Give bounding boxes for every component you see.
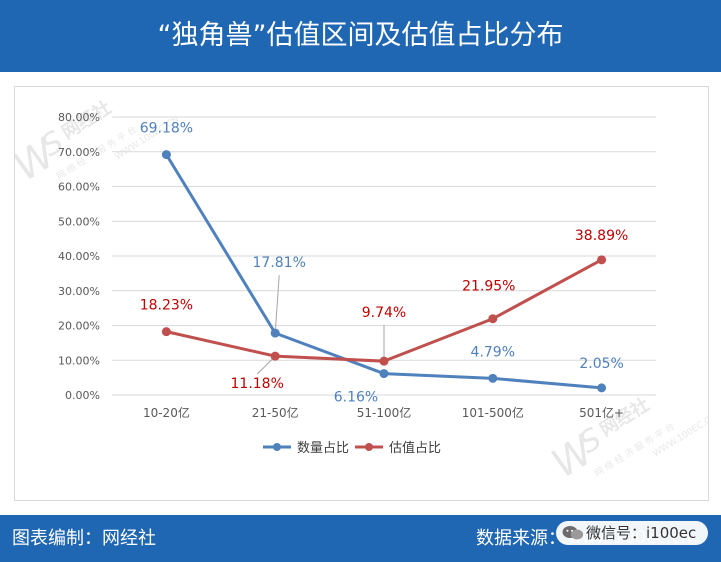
y-tick-label: 60.00% [58,181,100,194]
data-point [161,327,171,337]
data-point [270,328,280,338]
y-tick-label: 20.00% [58,320,100,333]
y-tick-label: 70.00% [58,146,100,159]
data-label: 6.16% [334,390,378,406]
wechat-badge: 微信号：i100ec [556,521,708,545]
data-label: 18.23% [140,298,193,314]
data-label: 4.79% [471,344,515,360]
x-tick-label: 51-100亿 [357,405,412,420]
data-point [161,150,171,160]
leader-line [274,275,280,334]
data-point [597,255,607,265]
data-point [488,314,498,324]
y-tick-label: 80.00% [58,111,100,124]
legend-marker [273,443,281,451]
x-tick-label: 21-50亿 [252,405,299,420]
wechat-id: 微信号：i100ec [586,524,697,542]
data-label: 21.95% [462,279,515,295]
data-point [379,356,389,366]
y-tick-label: 40.00% [58,250,100,263]
legend-label: 估值占比 [389,440,441,456]
series-group [161,150,607,393]
header-bar: “独角兽”估值区间及估值占比分布 [0,0,721,72]
chart-area: W S 网经社 网 络 经 济 服 务 平 台 WWW.100EC.CN W S… [6,86,719,501]
data-point [270,351,280,361]
y-tick-label: 30.00% [58,285,100,298]
chart-credit: 图表编制：网经社 [12,528,156,549]
wechat-icon [562,526,584,540]
line-chart: W S 网经社 网 络 经 济 服 务 平 台 WWW.100EC.CN W S… [6,96,719,487]
data-point [597,383,607,393]
data-label: 9.74% [362,305,406,321]
data-label: 2.05% [579,356,623,372]
y-axis: 0.00% 10.00% 20.00% 30.00% 40.00% 50.00% 60.00… [58,111,100,402]
y-tick-label: 10.00% [58,354,100,367]
legend-marker [365,443,373,451]
footer-bar: 图表编制：网经社 数据来源： www.100ec.cn 微信号：i100ec [0,515,721,562]
data-point [488,373,498,383]
y-tick-label: 0.00% [65,389,100,402]
legend: 数量占比 估值占比 [263,440,441,456]
data-label: 17.81% [253,255,306,271]
data-point [379,369,389,379]
legend-label: 数量占比 [297,441,349,456]
y-tick-label: 50.00% [58,215,100,228]
data-source-label: 数据来源： [476,528,566,549]
data-label: 11.18% [231,376,284,392]
x-tick-label: 501亿+ [579,405,624,420]
data-label: 38.89% [575,228,628,244]
x-tick-label: 101-500亿 [462,405,524,420]
x-axis: 10-20亿 21-50亿 51-100亿 101-500亿 501亿+ [143,405,624,420]
data-label: 69.18% [140,121,193,137]
page-title: “独角兽”估值区间及估值占比分布 [157,20,564,51]
data-labels: 69.18% 17.81% 6.16% 4.79% 2.05% 18.23% 11.18% 9… [140,121,629,406]
x-tick-label: 10-20亿 [143,405,190,420]
watermark-bottom-right: W S 网经社 网 络 经 济 服 务 平 台 WWW.100EC.CN [544,393,719,487]
